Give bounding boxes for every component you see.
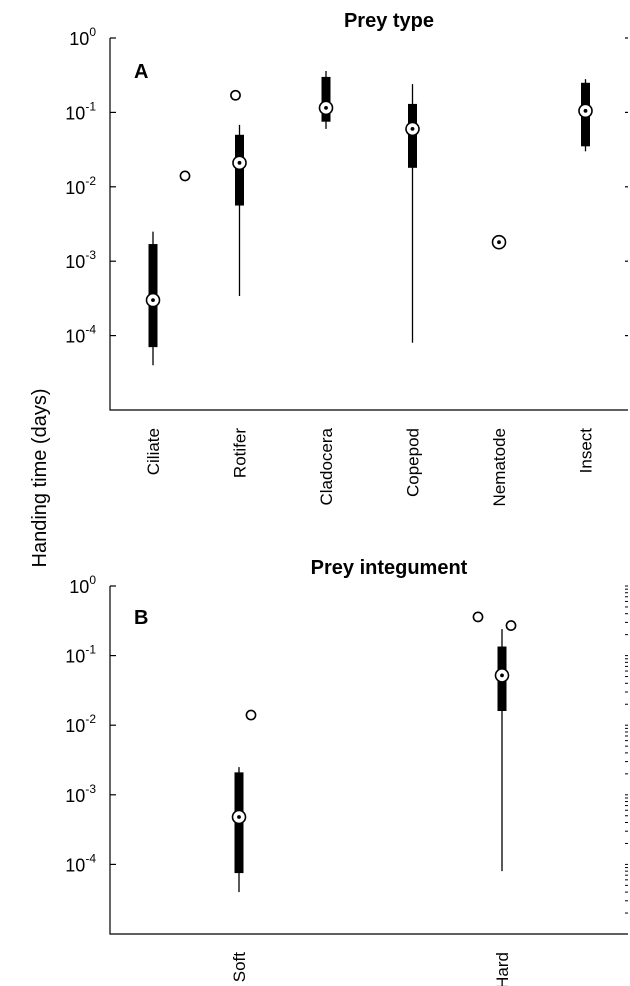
category-label: Hard xyxy=(493,952,512,986)
y-tick-label: 10-2 xyxy=(65,174,96,198)
axis-frame xyxy=(109,586,628,935)
panel-title: Prey integument xyxy=(311,557,468,579)
y-tick-label: 100 xyxy=(69,25,96,49)
iqr-bar xyxy=(321,76,331,122)
outlier-point xyxy=(179,170,191,182)
median-dot xyxy=(151,298,155,303)
category-label: Nematode xyxy=(490,428,509,506)
box-cladocera xyxy=(318,71,334,129)
box-ciliate xyxy=(145,170,191,366)
box-copepod xyxy=(405,84,420,343)
category-label: Insect xyxy=(577,428,596,474)
category-label: Cladocera xyxy=(317,427,336,505)
y-tick-label: 10-3 xyxy=(65,248,96,272)
category-label: Rotifer xyxy=(231,428,250,478)
outlier-point xyxy=(472,611,484,623)
median-dot xyxy=(410,127,415,131)
median-dot xyxy=(237,815,241,819)
axis-frame xyxy=(109,38,628,411)
category-label: Ciliate xyxy=(144,428,163,475)
y-tick-label: 10-1 xyxy=(65,643,96,667)
median-dot xyxy=(583,108,588,113)
y-tick-label: 10-4 xyxy=(65,323,96,347)
category-label: Soft xyxy=(230,952,249,983)
median-dot xyxy=(324,105,328,110)
panel-a: Prey type A 100 10-1 10-2 10-3 10-4 Ciliate Roti… xyxy=(65,10,628,506)
y-tick-label: 10-4 xyxy=(65,851,96,875)
box-nematode xyxy=(491,234,507,250)
box-insect xyxy=(578,79,593,152)
median-dot xyxy=(497,240,501,245)
median-dot xyxy=(237,160,242,165)
panel-label: A xyxy=(134,61,148,83)
panel-b: Prey integument B 100 10-1 10-2 10-3 10-4 Soft H… xyxy=(65,557,628,986)
y-tick-label: 100 xyxy=(69,573,96,597)
outlier-point xyxy=(230,89,241,101)
box-rotifer xyxy=(230,89,247,297)
y-tick-label: 10-2 xyxy=(65,712,96,736)
median-dot xyxy=(500,673,504,678)
iqr-bar xyxy=(235,134,244,206)
outlier-point xyxy=(505,620,517,631)
category-label: Copepod xyxy=(404,428,423,497)
box-hard xyxy=(472,611,517,872)
panel-title: Prey type xyxy=(344,10,434,32)
y-axis-label: Handing time (days) xyxy=(29,389,51,568)
y-tick-label: 10-1 xyxy=(65,99,96,123)
box-soft xyxy=(231,709,257,893)
y-tick-label: 10-3 xyxy=(65,782,96,806)
panel-label: B xyxy=(134,607,148,629)
outlier-point xyxy=(245,709,257,721)
